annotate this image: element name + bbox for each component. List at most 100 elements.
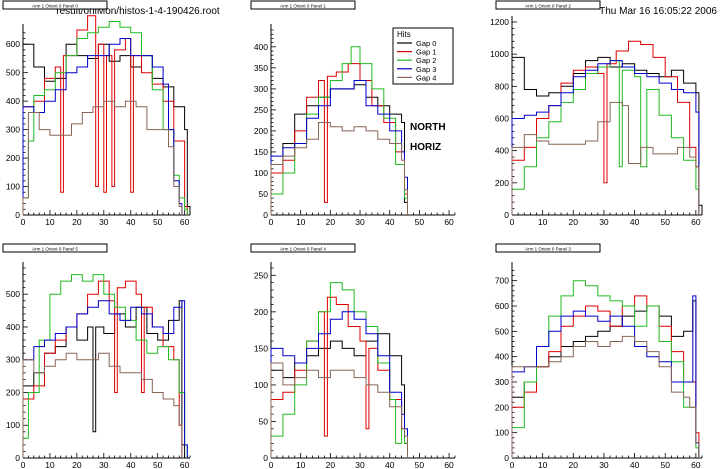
x-ticks: 0 10 20 30 40 50 60 xyxy=(269,210,456,227)
x-tick-label: 40 xyxy=(126,460,136,469)
series-gap-2 xyxy=(22,21,188,215)
x-tick-label: 30 xyxy=(599,460,609,469)
panel-title-box xyxy=(2,0,108,10)
x-tick-label: 40 xyxy=(385,460,395,469)
series-gap-1 xyxy=(511,40,700,215)
x-tick-label: 20 xyxy=(569,217,579,227)
y-tick-label: 200 xyxy=(254,307,268,317)
series-gap-4 xyxy=(22,352,183,458)
series-gap-3 xyxy=(511,60,700,215)
x-ticks: 0 10 20 30 40 50 60 xyxy=(510,210,703,227)
series-gap-3 xyxy=(22,300,188,458)
series-gap-3 xyxy=(22,38,183,215)
x-tick-label: 20 xyxy=(326,460,336,469)
x-tick-label: 20 xyxy=(72,217,82,227)
y-tick-label: 100 xyxy=(6,420,20,430)
panel-title-box xyxy=(495,243,601,253)
x-ticks: 0 10 20 30 40 50 60 xyxy=(510,453,703,469)
y-tick-label: 250 xyxy=(254,105,268,115)
series-gap-1 xyxy=(22,280,183,458)
legend-title: Hits xyxy=(397,30,411,39)
panel-1: Arm 1 Orient 0 Panel 1 0 10 20 30 40 50 60 0 50 10… xyxy=(250,0,456,227)
series-gap-0 xyxy=(270,333,408,458)
x-tick-label: 0 xyxy=(21,217,26,227)
x-ticks: 0 10 20 30 40 50 60 xyxy=(21,210,191,227)
legend-label-0: Gap 0 xyxy=(416,39,436,48)
y-tick-label: 0 xyxy=(15,453,20,463)
y-tick-label: 500 xyxy=(6,68,20,78)
x-tick-label: 50 xyxy=(660,460,670,469)
series-gap-2 xyxy=(270,46,408,215)
y-tick-label: 150 xyxy=(254,343,268,353)
y-tick-label: 0 xyxy=(263,210,268,220)
series-gap-1 xyxy=(22,15,188,215)
panel-5: Arm 1 Orient 0 Panel 30 10 20 30 40 50 6001002… xyxy=(495,243,703,469)
y-ticks: 0 100 200 300 400 500 xyxy=(6,267,28,463)
series-gap-4 xyxy=(511,101,700,215)
y-tick-label: 200 xyxy=(495,178,509,188)
panel-title-box xyxy=(2,243,108,253)
x-tick-label: 10 xyxy=(45,217,55,227)
panel-2: Arm 1 Orient 0 Panel 20 10 20 30 40 50 6002004… xyxy=(490,0,703,227)
x-tick-label: 10 xyxy=(538,460,548,469)
y-tick-label: 300 xyxy=(254,84,268,94)
legend-frame xyxy=(392,27,454,85)
x-tick-label: 20 xyxy=(72,460,82,469)
series-gap-0 xyxy=(511,56,703,215)
y-tick-label: 100 xyxy=(254,380,268,390)
x-tick-label: 50 xyxy=(415,217,425,227)
y-tick-label: 50 xyxy=(259,189,269,199)
y-tick-label: 0 xyxy=(504,210,509,220)
legend-label-4: Gap 4 xyxy=(416,73,436,82)
y-tick-label: 0 xyxy=(263,453,268,463)
panel-title: Arm 1 Orient 0 Panel 1 xyxy=(280,4,326,9)
y-tick-label: 0 xyxy=(15,210,20,220)
y-tick-label: 100 xyxy=(495,428,509,438)
y-tick-label: 50 xyxy=(259,416,269,426)
series-gap-3 xyxy=(511,295,700,458)
series-gap-4 xyxy=(22,100,183,215)
x-tick-label: 10 xyxy=(296,217,306,227)
x-tick-label: 50 xyxy=(660,217,670,227)
x-tick-label: 60 xyxy=(691,460,701,469)
series-gap-3 xyxy=(270,311,408,458)
x-tick-label: 60 xyxy=(444,460,454,469)
x-ticks: 0 10 20 30 40 50 60 xyxy=(21,453,191,469)
y-tick-label: 600 xyxy=(495,114,509,124)
x-tick-label: 0 xyxy=(269,460,274,469)
file-name-label: result/onlMon/histos-1-4-190426.root xyxy=(56,6,220,17)
x-tick-label: 40 xyxy=(385,217,395,227)
y-tick-label: 100 xyxy=(254,168,268,178)
x-tick-label: 60 xyxy=(444,217,454,227)
x-ticks: 0 10 20 30 40 50 60 xyxy=(269,453,456,469)
y-tick-label: 600 xyxy=(6,39,20,49)
series-gap-1 xyxy=(511,295,700,458)
x-tick-label: 20 xyxy=(569,460,579,469)
x-tick-label: 10 xyxy=(45,460,55,469)
series-gap-2 xyxy=(511,280,700,458)
y-tick-label: 200 xyxy=(495,402,509,412)
y-tick-label: 1000 xyxy=(490,49,509,59)
y-tick-label: 500 xyxy=(495,326,509,336)
x-tick-label: 50 xyxy=(153,217,163,227)
x-tick-label: 0 xyxy=(510,460,515,469)
y-tick-label: 500 xyxy=(6,289,20,299)
y-tick-label: 400 xyxy=(495,352,509,362)
datetime-label: Thu Mar 16 16:05:22 2006 xyxy=(599,6,717,17)
panel-4: Arm 1 Orient 0 Panel 4 0 10 20 30 40 50 60 0 50 10… xyxy=(250,243,456,469)
x-tick-label: 10 xyxy=(296,460,306,469)
panel-title-box xyxy=(495,0,601,10)
y-tick-label: 400 xyxy=(6,322,20,332)
x-tick-label: 40 xyxy=(630,217,640,227)
panel-3: Arm 1 Orient 0 Panel 5 0 10 20 30 40 50 60 0 100 2… xyxy=(2,243,191,469)
y-tick-label: 300 xyxy=(495,377,509,387)
annotation-north: NORTH xyxy=(410,122,446,133)
y-tick-label: 1200 xyxy=(490,17,509,27)
x-tick-label: 30 xyxy=(99,217,109,227)
x-tick-label: 30 xyxy=(99,460,109,469)
y-tick-label: 200 xyxy=(6,153,20,163)
panel-title: Arm 1 Orient 0 Panel 4 xyxy=(280,247,326,252)
y-tick-label: 400 xyxy=(6,96,20,106)
